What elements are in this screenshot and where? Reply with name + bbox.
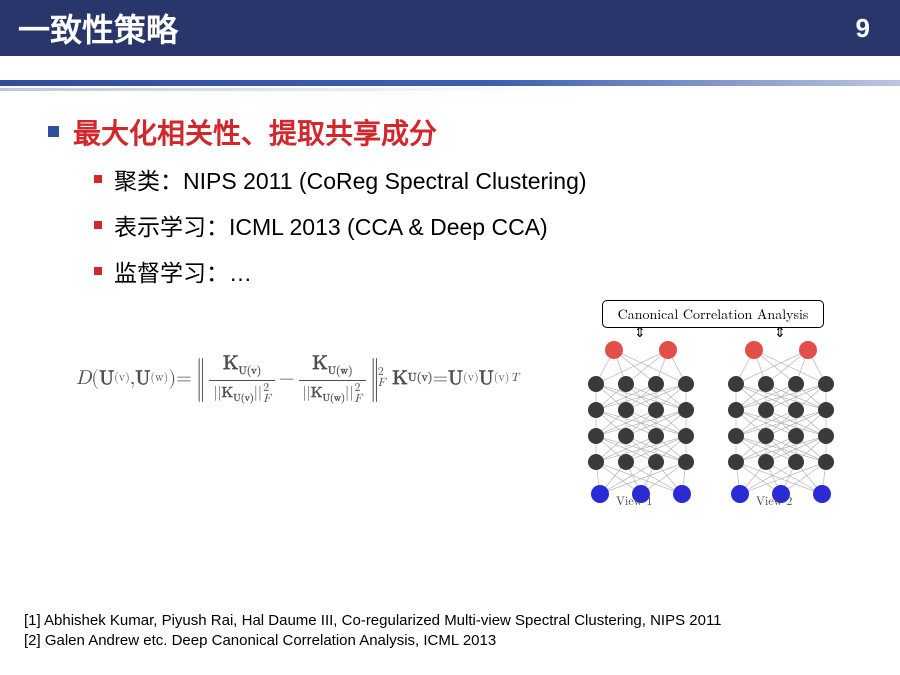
fraction: KU(w) ||KU(w)||2F bbox=[299, 351, 367, 405]
sup-v: (v) bbox=[463, 371, 479, 385]
list-item: 表示学习：ICML 2013 (CCA & Deep CCA) bbox=[94, 208, 860, 242]
double-arrow-icon: ⇕ bbox=[634, 324, 646, 341]
double-arrow-icon: ⇕ bbox=[774, 324, 786, 341]
bullet-square-icon bbox=[94, 221, 102, 229]
view-label: View 2 bbox=[756, 492, 792, 509]
sup-v: (v) bbox=[494, 371, 510, 385]
fraction: KU(v) ||KU(v)||2F bbox=[209, 351, 275, 405]
heading-text: 最大化相关性、提取共享成分 bbox=[73, 112, 437, 152]
norm-bar-icon: ‖ bbox=[196, 352, 206, 405]
cca-diagram: Canonical Correlation Analysis ⇕ ⇕ View … bbox=[580, 300, 880, 510]
view-label: View 1 bbox=[616, 492, 652, 509]
sym-eq: = bbox=[432, 366, 448, 390]
sym-minus: − bbox=[279, 366, 295, 390]
list-item: 监督学习：… bbox=[94, 254, 860, 288]
ref-line: [2] Galen Andrew etc. Deep Canonical Cor… bbox=[24, 631, 722, 651]
references: [1] Abhishek Kumar, Piyush Rai, Hal Daum… bbox=[24, 611, 722, 652]
content-area: 最大化相关性、提取共享成分 聚类：NIPS 2011 (CoReg Spectr… bbox=[48, 112, 860, 296]
network-svg bbox=[586, 340, 846, 510]
sub-Uv: U(v) bbox=[408, 371, 433, 385]
sym-lparen: ( bbox=[91, 366, 99, 390]
sym-rparen: ) bbox=[168, 366, 176, 390]
page-number: 9 bbox=[856, 13, 870, 44]
norm-bar-icon: ‖ bbox=[370, 352, 380, 405]
list-item: 聚类：NIPS 2011 (CoReg Spectral Clustering) bbox=[94, 162, 860, 196]
sym-K: K bbox=[392, 366, 408, 390]
item-text: 聚类：NIPS 2011 (CoReg Spectral Clustering) bbox=[114, 162, 587, 196]
sym-U: U bbox=[479, 366, 494, 390]
sup-w: (w) bbox=[150, 371, 168, 385]
item-text: 监督学习：… bbox=[114, 254, 252, 288]
heading-row: 最大化相关性、提取共享成分 bbox=[48, 112, 860, 152]
sym-eq: = bbox=[176, 366, 192, 390]
bullet-square-icon bbox=[94, 267, 102, 275]
sym-D: D bbox=[76, 366, 91, 390]
sup-v: (v) bbox=[114, 371, 130, 385]
sym-U: U bbox=[135, 366, 150, 390]
bullet-square-icon bbox=[94, 175, 102, 183]
item-text: 表示学习：ICML 2013 (CCA & Deep CCA) bbox=[114, 208, 548, 242]
sym-U: U bbox=[99, 366, 114, 390]
sym-U: U bbox=[448, 366, 463, 390]
accent-line-2 bbox=[0, 88, 900, 91]
formula-block: D ( U (v) , U (w) ) = ‖ KU(v) ||KU(v)||2… bbox=[76, 344, 519, 405]
title-bar: 一致性策略 9 bbox=[0, 0, 900, 56]
ref-line: [1] Abhishek Kumar, Piyush Rai, Hal Daum… bbox=[24, 611, 722, 631]
sup-T: T bbox=[510, 371, 519, 385]
bullet-square-icon bbox=[48, 126, 59, 137]
accent-line-1 bbox=[0, 80, 900, 86]
slide-title: 一致性策略 bbox=[18, 5, 178, 51]
